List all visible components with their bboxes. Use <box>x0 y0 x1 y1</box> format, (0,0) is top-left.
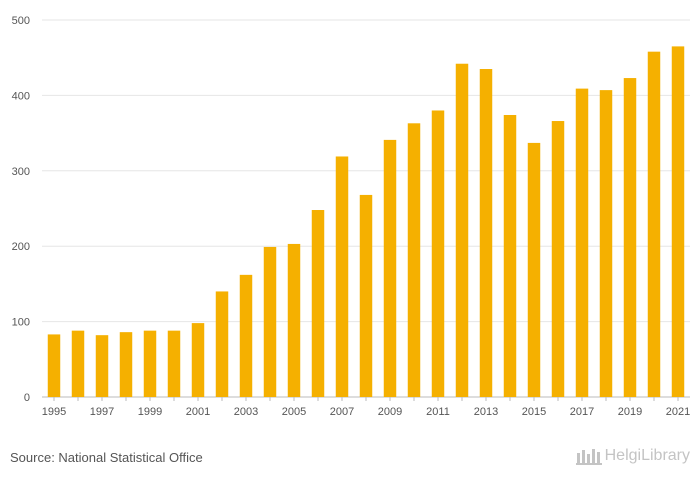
x-tick-label: 1995 <box>42 406 66 418</box>
source-note: Source: National Statistical Office <box>10 450 203 465</box>
x-tick-label: 2005 <box>282 406 306 418</box>
bar-1999 <box>143 330 157 397</box>
bar-chart: 0 100 200 300 400 500 1995 1997 1999 2001 2003 200… <box>12 15 691 418</box>
bar-2017 <box>575 88 589 397</box>
x-axis-ticks: 1995 1997 1999 2001 2003 2005 2007 2009 2011 2013… <box>42 397 690 418</box>
bar-2000 <box>167 330 181 397</box>
bar-2019 <box>623 78 637 398</box>
library-icon <box>575 449 602 465</box>
x-tick-label: 1999 <box>138 406 162 418</box>
bar-2014 <box>503 115 517 397</box>
y-tick-label: 200 <box>12 241 30 253</box>
bar-2018 <box>599 90 613 397</box>
x-tick-label: 1997 <box>90 406 114 418</box>
bar-2009 <box>383 139 397 398</box>
helgi-library-logo[interactable]: HelgiLibrary <box>575 447 690 465</box>
bar-2004 <box>263 246 277 397</box>
x-tick-label: 2007 <box>330 406 354 418</box>
y-tick-label: 100 <box>12 317 30 329</box>
y-tick-label: 300 <box>12 166 30 178</box>
x-tick-label: 2011 <box>426 406 450 418</box>
bar-2021 <box>671 46 685 397</box>
bar-2003 <box>239 274 253 397</box>
bar-2008 <box>359 194 373 397</box>
bars <box>47 46 685 398</box>
y-tick-label: 500 <box>12 15 30 27</box>
bar-2020 <box>647 51 661 397</box>
x-tick-label: 2009 <box>378 406 402 418</box>
x-tick-label: 2021 <box>666 406 690 418</box>
bar-2005 <box>287 243 301 397</box>
x-tick-label: 2001 <box>186 406 210 418</box>
bar-2012 <box>455 63 469 398</box>
bar-2016 <box>551 121 565 397</box>
x-tick-label: 2003 <box>234 406 258 418</box>
bar-1997 <box>95 335 109 397</box>
bar-2010 <box>407 123 421 397</box>
x-tick-label: 2013 <box>474 406 498 418</box>
bar-1996 <box>71 330 85 397</box>
bar-1998 <box>119 332 133 397</box>
bar-2011 <box>431 110 445 397</box>
bar-2002 <box>215 291 229 397</box>
bar-1995 <box>47 334 61 397</box>
x-tick-label: 2019 <box>618 406 642 418</box>
bar-2001 <box>191 323 205 397</box>
y-tick-label: 0 <box>24 392 30 404</box>
x-tick-label: 2015 <box>522 406 546 418</box>
y-tick-label: 400 <box>12 90 30 102</box>
bar-2006 <box>311 210 325 397</box>
y-axis-ticks: 0 100 200 300 400 500 <box>12 15 30 404</box>
brand-name: HelgiLibrary <box>604 447 690 464</box>
bar-2013 <box>479 69 493 397</box>
x-tick-label: 2017 <box>570 406 594 418</box>
bar-2015 <box>527 142 541 397</box>
bar-2007 <box>335 156 349 397</box>
